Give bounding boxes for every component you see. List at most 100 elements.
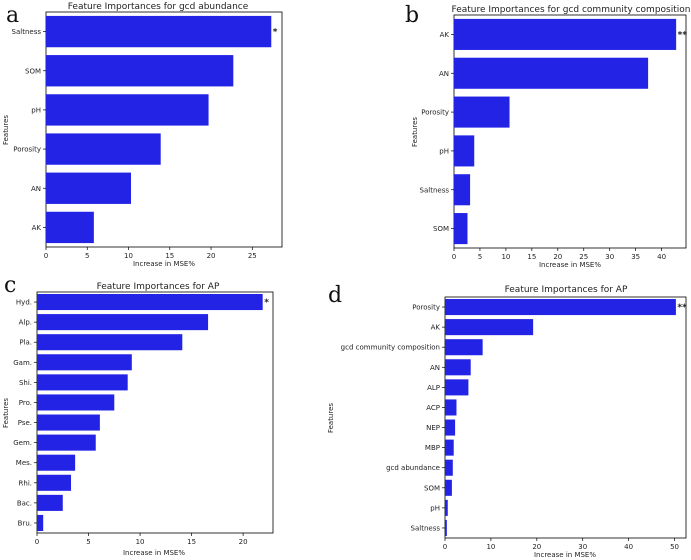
panel-c-y-axis-label: Features <box>2 398 10 428</box>
panel-c-x-tick-label: 0 <box>35 538 39 546</box>
panel-c-y-tick-label: Mes. <box>16 459 32 467</box>
panel-c-letter: c <box>4 273 16 298</box>
panel-a-x-tick-label: 5 <box>85 252 89 260</box>
panel-c-bar <box>37 414 100 431</box>
panel-c-y-tick-label: Pro. <box>19 399 32 407</box>
panel-c-x-tick-label: 15 <box>187 538 196 546</box>
panel-a-plot-frame <box>45 11 283 248</box>
panel-d-bar <box>445 519 447 536</box>
panel-c-y-tick-label: Rhi. <box>19 479 32 487</box>
panel-b-bar <box>454 213 468 245</box>
panel-d-y-tick-label: AK <box>431 324 441 332</box>
panel-b-y-axis-label: Features <box>411 117 419 147</box>
panel-a-significance-marker: * <box>273 28 278 38</box>
panel-d-y-tick-label: Saltness <box>411 524 441 532</box>
panel-b-plot-frame <box>453 14 687 249</box>
panel-a-y-tick-label: SOM <box>25 67 41 75</box>
panel-b-y-tick-label: Porosity <box>421 109 449 117</box>
panel-a-bar <box>46 15 272 48</box>
panel-d-bar <box>445 339 483 356</box>
panel-b-y-tick-label: AN <box>439 70 449 78</box>
panel-a-letter: a <box>6 3 19 28</box>
panel-c-bar <box>37 474 72 491</box>
panel-b-x-axis-label: Increase in MSE% <box>539 261 601 269</box>
panel-d-x-tick-label: 50 <box>670 543 679 551</box>
panel-a-bar <box>46 55 234 87</box>
panel-c-y-tick-label: Gem. <box>13 439 32 447</box>
panel-a-title: Feature Importances for gcd abundance <box>68 2 249 12</box>
panel-d-y-tick-label: gcd abundance <box>386 464 440 472</box>
panel-b-x-tick-label: 20 <box>553 253 562 261</box>
panel-d-chart: d Feature Importances for AP 0 10 20 30 40 50… <box>327 283 687 559</box>
panel-c-x-tick-label: 5 <box>86 538 90 546</box>
panel-c-bar <box>37 374 128 391</box>
panel-d-x-tick-label: 30 <box>578 543 587 551</box>
panel-c-bar <box>37 454 76 471</box>
panel-d-y-tick-label: pH <box>430 504 440 512</box>
panel-c-y-tick-label: Hyd. <box>16 299 32 307</box>
panel-a-y-tick-label: AN <box>31 185 41 193</box>
panel-c-y-tick-label: Pse. <box>18 419 32 427</box>
panel-b-y-tick-label: Saltness <box>420 186 450 194</box>
panel-a-x-axis-label: Increase in MSE% <box>133 260 195 268</box>
panel-c-y-tick-label: Pla. <box>19 339 32 347</box>
panel-d-x-tick-label: 10 <box>486 543 495 551</box>
panel-d-y-tick-label: gcd community composition <box>341 344 440 352</box>
panel-d-bar <box>445 379 469 396</box>
panel-a-x-tick-label: 10 <box>124 252 133 260</box>
panel-d-x-axis-label: Increase in MSE% <box>534 551 596 559</box>
panel-d-y-tick-label: MBP <box>425 444 440 452</box>
panel-c-bar <box>37 394 115 411</box>
panel-a-bar <box>46 211 94 244</box>
panel-d-bar <box>445 499 448 516</box>
panel-a-chart: a Feature Importances for gcd abundance … <box>2 2 283 268</box>
panel-d-bar <box>445 399 457 416</box>
panel-a-y-tick-label: Porosity <box>13 146 41 154</box>
panel-b-bar <box>454 18 677 50</box>
panel-c-bar <box>37 434 96 451</box>
panel-c-x-axis-label: Increase in MSE% <box>123 549 185 557</box>
panel-c-plot-frame <box>36 291 274 534</box>
panel-d-x-tick-label: 0 <box>443 543 447 551</box>
panel-a-y-tick-label: pH <box>31 106 41 114</box>
panel-d-bar <box>445 439 454 456</box>
panel-b-bar <box>454 135 475 167</box>
panel-b-x-tick-label: 5 <box>478 253 482 261</box>
panel-b-x-tick-label: 35 <box>631 253 640 261</box>
panel-b-x-tick-label: 0 <box>452 253 456 261</box>
panel-a-x-tick-label: 0 <box>44 252 48 260</box>
panel-c-x-tick-label: 10 <box>136 538 145 546</box>
panel-d-bar <box>445 479 452 496</box>
panel-c-bar <box>37 494 63 511</box>
panel-a-bar <box>46 172 131 204</box>
panel-b-x-tick-label: 40 <box>657 253 666 261</box>
panel-d-letter: d <box>328 283 342 308</box>
panel-a-y-tick-label: AK <box>32 224 42 232</box>
panel-b-x-tick-label: 30 <box>605 253 614 261</box>
panel-d-y-tick-label: SOM <box>424 484 440 492</box>
panel-c-chart: c Feature Importances for AP 0 5 10 15 20 Hyd… <box>2 273 274 557</box>
panel-d-title: Feature Importances for AP <box>505 285 628 295</box>
panel-d-significance-marker: ** <box>677 303 687 313</box>
panel-c-significance-marker: * <box>264 298 269 308</box>
panel-d-bar <box>445 459 453 476</box>
panel-a-x-tick-label: 25 <box>248 252 257 260</box>
panel-b-significance-marker: ** <box>678 30 688 40</box>
panel-d-y-tick-label: NEP <box>426 424 440 432</box>
panel-b-letter: b <box>405 3 419 28</box>
panel-b-x-tick-label: 15 <box>527 253 536 261</box>
panel-a-bar <box>46 133 161 165</box>
panel-c-title: Feature Importances for AP <box>97 282 220 292</box>
panel-d-y-tick-label: ALP <box>427 384 440 392</box>
panel-b-bar <box>454 96 510 128</box>
panel-a-y-tick-label: Saltness <box>12 28 42 36</box>
panel-c-y-tick-label: Shi. <box>19 379 32 387</box>
panel-c-bar <box>37 334 183 351</box>
panel-d-y-tick-label: Porosity <box>412 304 440 312</box>
panel-d-plot-frame <box>444 296 687 539</box>
panel-d-bar <box>445 359 471 376</box>
panel-b-bar <box>454 174 471 206</box>
panel-c-bar <box>37 354 132 371</box>
panel-a-x-tick-label: 15 <box>165 252 174 260</box>
